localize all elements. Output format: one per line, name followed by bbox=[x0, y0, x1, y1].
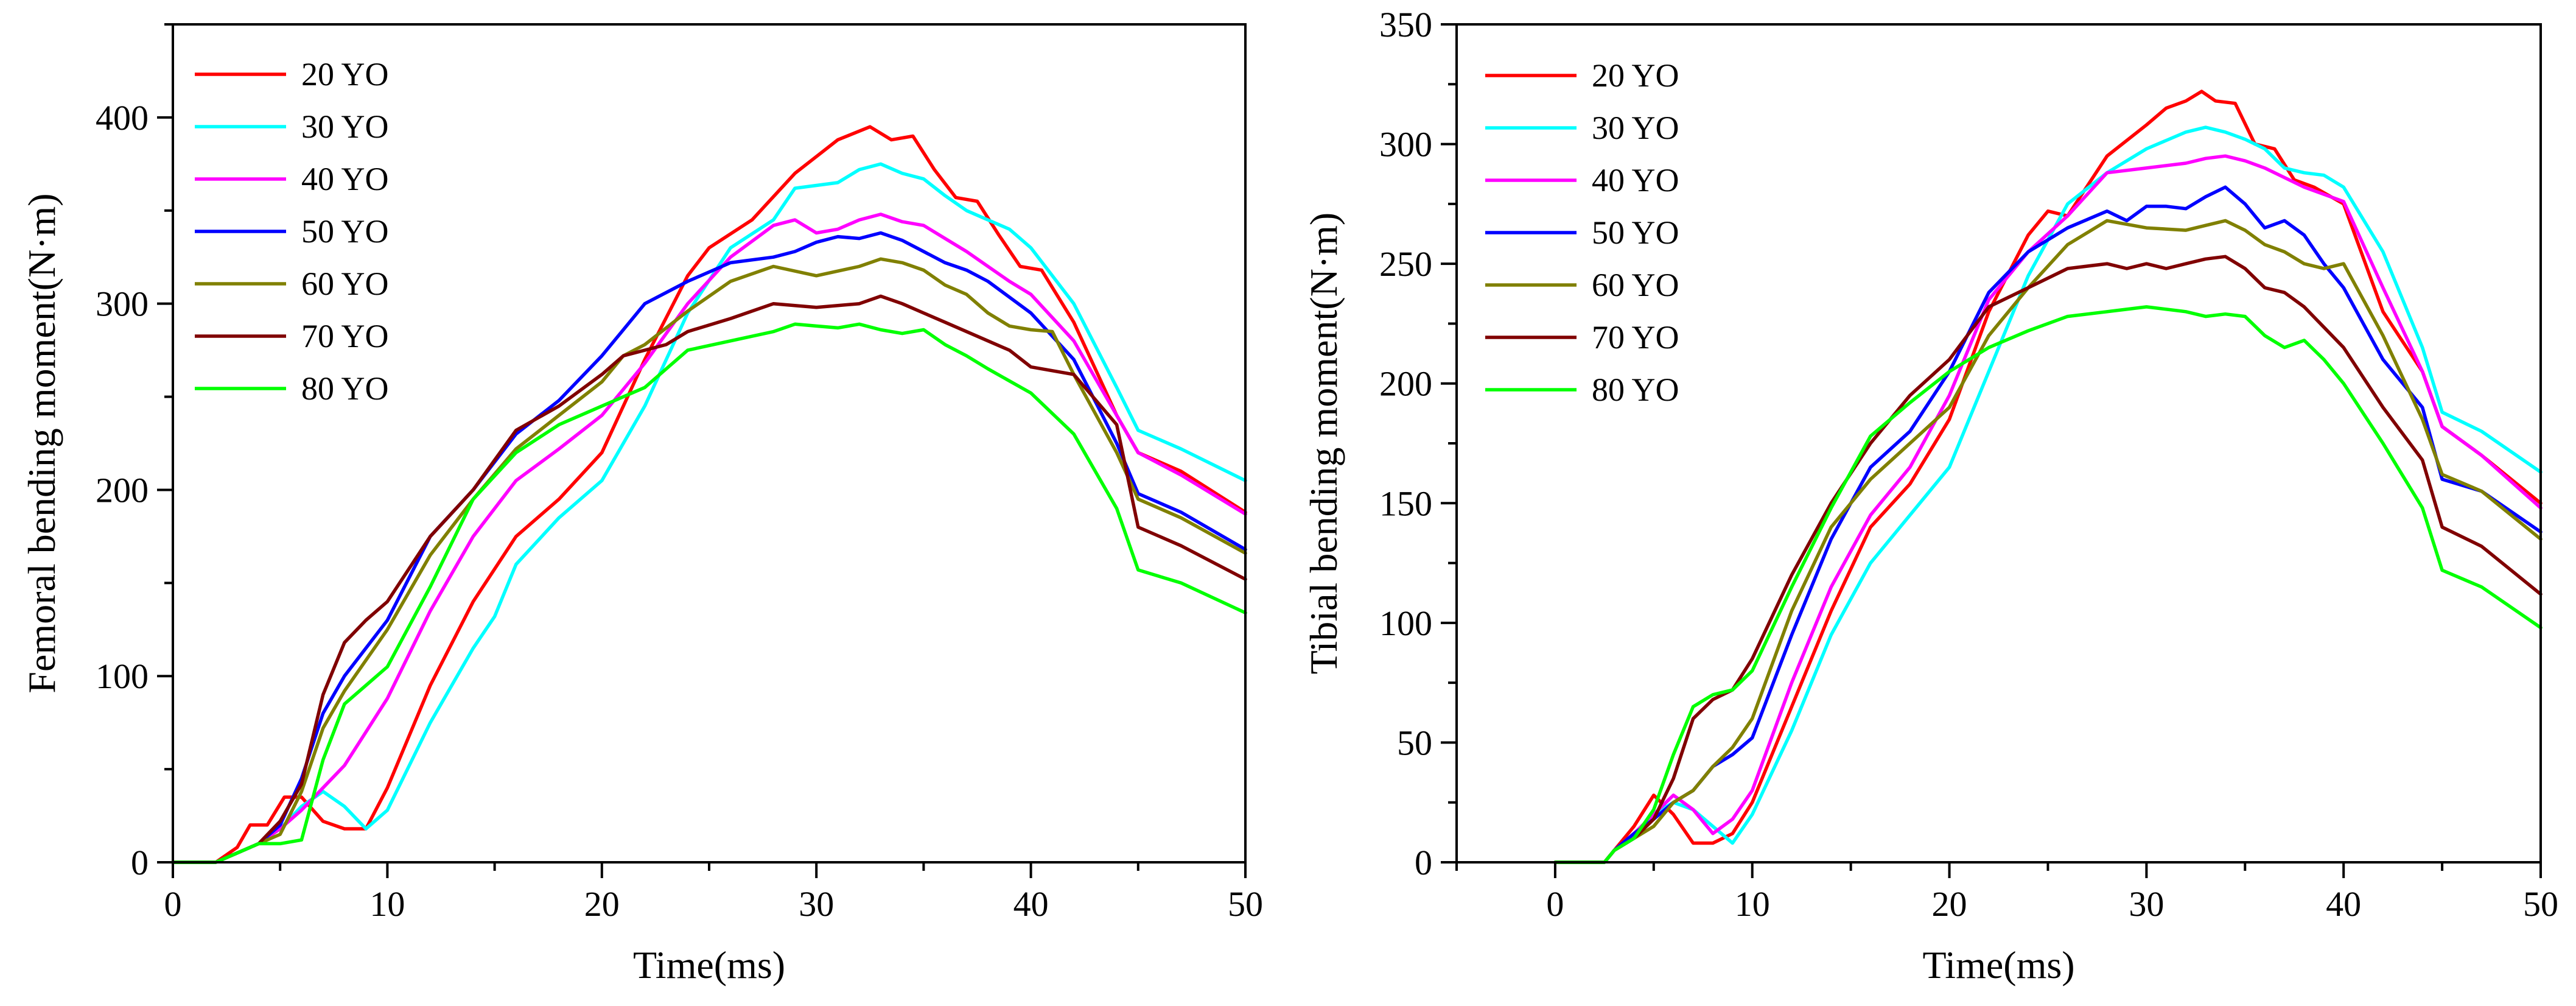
y-axis-title: Tibial bending moment(N·m) bbox=[1302, 213, 1345, 674]
y-tick-label: 150 bbox=[1379, 484, 1432, 523]
legend-label: 50 YO bbox=[301, 213, 389, 250]
x-tick-label: 10 bbox=[1735, 884, 1770, 924]
femoral-chart: 0 10 20 30 40 50 0 100 200 300 400 Time(ms) Femoral … bbox=[20, 23, 1263, 987]
y-tick-label: 350 bbox=[1379, 5, 1432, 44]
x-tick-label: 30 bbox=[2129, 884, 2164, 924]
x-tick-label: 40 bbox=[2326, 884, 2361, 924]
legend-label: 40 YO bbox=[301, 161, 389, 197]
series-line-30-yo bbox=[1553, 125, 2543, 864]
legend-label: 60 YO bbox=[301, 266, 389, 302]
legend-label: 70 YO bbox=[1592, 319, 1679, 356]
x-axis-title: Time(ms) bbox=[633, 943, 785, 987]
legend-label: 80 YO bbox=[301, 370, 389, 407]
x-tick-label: 50 bbox=[1228, 884, 1263, 924]
x-tick-label: 50 bbox=[2523, 884, 2558, 924]
legend-label: 20 YO bbox=[301, 56, 389, 93]
legend-label: 30 YO bbox=[301, 108, 389, 145]
series-line-80-yo bbox=[1553, 305, 2543, 864]
legend-label: 50 YO bbox=[1592, 214, 1679, 251]
x-tick-label: 40 bbox=[1013, 884, 1049, 924]
y-tick-label: 200 bbox=[96, 470, 149, 510]
y-tick-label: 400 bbox=[96, 98, 149, 138]
series-line-70-yo bbox=[1553, 255, 2543, 864]
x-tick-label: 30 bbox=[799, 884, 834, 924]
series-line-70-yo bbox=[171, 294, 1247, 864]
legend-label: 80 YO bbox=[1592, 371, 1679, 408]
series-line-50-yo bbox=[1553, 185, 2543, 864]
y-tick-label: 300 bbox=[96, 284, 149, 324]
series-line-80-yo bbox=[171, 322, 1247, 864]
legend-label: 60 YO bbox=[1592, 267, 1679, 303]
legend-label: 20 YO bbox=[1592, 57, 1679, 94]
y-tick-label: 100 bbox=[1379, 603, 1432, 643]
legend-label: 70 YO bbox=[301, 318, 389, 354]
series-line-40-yo bbox=[171, 213, 1247, 864]
series-line-60-yo bbox=[1553, 219, 2543, 864]
y-tick-label: 200 bbox=[1379, 364, 1432, 404]
series-line-60-yo bbox=[171, 257, 1247, 864]
y-tick-label: 250 bbox=[1379, 244, 1432, 284]
legend-label: 30 YO bbox=[1592, 110, 1679, 146]
x-tick-label: 20 bbox=[584, 884, 620, 924]
y-tick-label: 0 bbox=[131, 843, 149, 882]
tibial-chart: 0 10 20 30 40 50 0 50 100 150 200 250 300 350 Time(ms)… bbox=[1302, 5, 2558, 987]
series-line-20-yo bbox=[1553, 90, 2543, 864]
y-axis-title: Femoral bending moment(N·m) bbox=[20, 193, 63, 693]
x-tick-label: 10 bbox=[369, 884, 405, 924]
x-tick-label: 20 bbox=[1932, 884, 1967, 924]
series-line-40-yo bbox=[1553, 154, 2543, 864]
x-axis-title: Time(ms) bbox=[1922, 943, 2074, 987]
y-tick-label: 50 bbox=[1397, 723, 1432, 762]
y-tick-label: 0 bbox=[1415, 843, 1432, 882]
y-tick-label: 300 bbox=[1379, 125, 1432, 164]
x-tick-label: 0 bbox=[164, 884, 182, 924]
y-tick-label: 100 bbox=[96, 656, 149, 696]
plot-frame bbox=[1455, 23, 2542, 864]
legend-label: 40 YO bbox=[1592, 162, 1679, 199]
x-tick-label: 0 bbox=[1546, 884, 1564, 924]
